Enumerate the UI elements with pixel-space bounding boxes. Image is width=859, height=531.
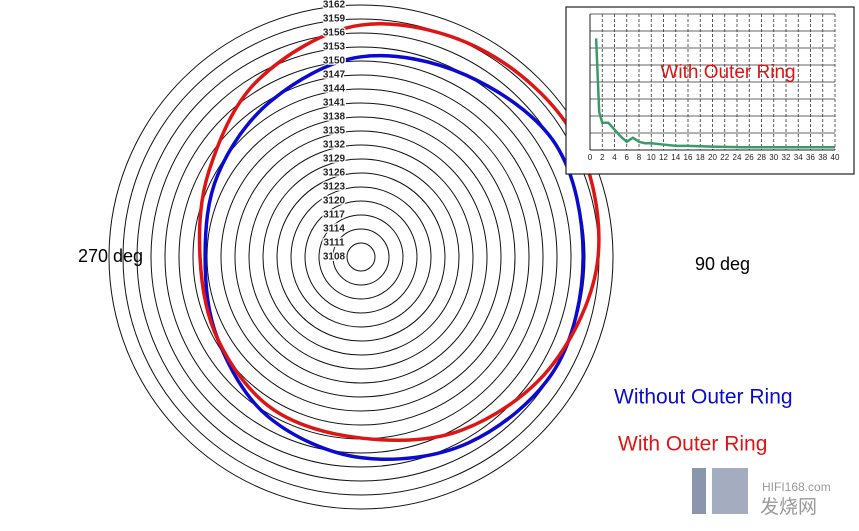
x-tick-label: 34 <box>794 153 803 162</box>
series-line <box>203 53 585 461</box>
watermark: HIFI168.com 发烧网 <box>692 468 831 518</box>
x-tick-label: 26 <box>745 153 754 162</box>
r-tick-label: 3150 <box>323 56 346 67</box>
x-tick-label: 40 <box>831 153 840 162</box>
r-tick-label: 3132 <box>323 140 346 151</box>
logo <box>712 468 748 514</box>
x-tick-label: 18 <box>696 153 705 162</box>
legend-entry: With Outer Ring <box>618 433 767 456</box>
x-tick-label: 22 <box>720 153 729 162</box>
r-tick-label: 3129 <box>323 154 346 165</box>
grid-ring <box>206 102 516 412</box>
r-tick-label: 3123 <box>323 182 346 193</box>
grid-ring <box>318 214 404 300</box>
grid-ring <box>304 200 418 314</box>
r-tick-label: 3159 <box>323 14 346 25</box>
polar-plot: 3108 3111 3114 3117 3120 3123 3126 3129 3132 3135… <box>108 0 614 510</box>
x-tick-label: 32 <box>782 153 791 162</box>
r-tick-label: 3144 <box>323 84 346 95</box>
grid-ring <box>192 88 530 426</box>
x-tick-label: 16 <box>684 153 693 162</box>
series-line <box>594 38 835 149</box>
legend-entry: Without Outer Ring <box>614 386 793 409</box>
watermark-text: HIFI168.com <box>762 480 831 494</box>
grid-ring <box>290 186 432 328</box>
r-tick-label: 3111 <box>323 238 345 249</box>
x-tick-label: 36 <box>806 153 815 162</box>
r-tick-label: 3108 <box>323 252 346 263</box>
grid-ring <box>346 242 376 272</box>
x-tick-label: 8 <box>637 153 642 162</box>
r-tick-label: 3114 <box>323 224 345 235</box>
x-tick-label: 24 <box>733 153 742 162</box>
grid-ring <box>108 4 614 510</box>
x-tick-label: 38 <box>818 153 827 162</box>
grid-ring <box>248 144 474 370</box>
r-tick-label: 3153 <box>323 42 346 53</box>
grid-ring <box>150 46 572 468</box>
grid-ring <box>262 158 460 356</box>
grid-ring <box>234 130 488 384</box>
grid-ring <box>164 60 558 454</box>
inset-chart: 0 2 4 6 8 10 12 14 16 18 20 22 24 26 28 30 32 34 36 38 40Wit… <box>565 6 855 175</box>
inset-title: With Outer Ring <box>660 62 795 83</box>
grid-ring <box>136 32 586 482</box>
x-tick-label: 30 <box>769 153 778 162</box>
r-tick-label: 3120 <box>323 196 346 207</box>
x-tick-label: 6 <box>625 153 630 162</box>
r-tick-label: 3162 <box>323 0 346 11</box>
x-tick-label: 20 <box>708 153 717 162</box>
r-tick-label: 3147 <box>323 70 346 81</box>
r-tick-label: 3156 <box>323 28 346 39</box>
grid-ring <box>332 228 390 286</box>
r-tick-label: 3141 <box>323 98 346 109</box>
x-tick-label: 14 <box>671 153 680 162</box>
x-tick-label: 2 <box>600 153 605 162</box>
grid-ring <box>220 116 502 398</box>
x-tick-label: 28 <box>757 153 766 162</box>
r-tick-label: 3135 <box>323 126 346 137</box>
x-tick-label: 4 <box>612 153 617 162</box>
grid-ring <box>276 172 446 342</box>
x-tick-label: 10 <box>647 153 656 162</box>
r-tick-label: 3117 <box>323 210 345 221</box>
r-tick-label: 3126 <box>323 168 346 179</box>
r-tick-label: 3138 <box>323 112 346 123</box>
x-tick-label: 0 <box>588 153 593 162</box>
watermark-text: 发烧网 <box>760 496 817 518</box>
logo <box>692 468 706 514</box>
x-tick-label: 12 <box>659 153 668 162</box>
legend: Without Outer Ring With Outer Ring <box>614 386 793 456</box>
angle-label: 270 deg <box>78 246 143 266</box>
angle-label: 90 deg <box>695 254 750 274</box>
